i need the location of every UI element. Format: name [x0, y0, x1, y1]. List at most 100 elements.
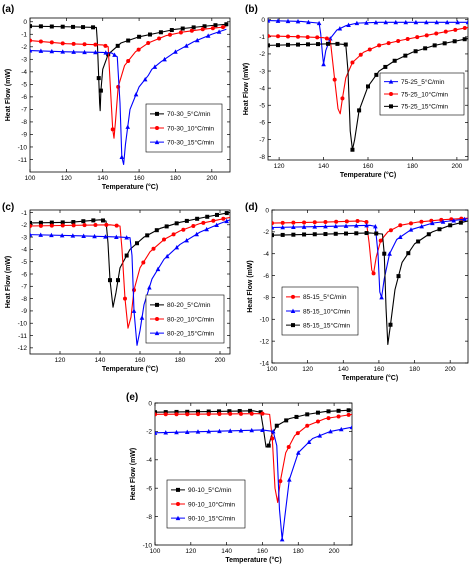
series-point	[442, 41, 447, 46]
series-point	[220, 25, 225, 30]
series-point	[286, 34, 290, 39]
legend-label: 75-25_15°C/min	[401, 103, 448, 111]
series-point	[462, 37, 467, 42]
series-point	[260, 411, 265, 416]
y-tick-label: 0	[265, 207, 269, 214]
x-tick-label: 100	[267, 366, 278, 373]
series-point	[276, 43, 280, 48]
legend-label: 80-20_10°C/min	[167, 315, 214, 323]
series-point	[123, 296, 127, 301]
series-point	[211, 218, 216, 223]
series-point	[49, 220, 54, 225]
series-point	[336, 414, 341, 419]
x-tick-label: 140	[95, 357, 106, 364]
panel-label: (d)	[245, 202, 258, 213]
series-point	[205, 214, 210, 219]
series-point	[373, 19, 379, 25]
legend-label: 80-20_5°C/min	[167, 301, 211, 309]
series-point	[206, 429, 212, 434]
series-point	[151, 246, 156, 251]
y-axis-label: Heat Flow (mW)	[5, 69, 12, 122]
legend-marker	[290, 308, 296, 313]
series-point	[408, 221, 413, 226]
series-point	[305, 423, 310, 428]
x-tick-label: 120	[274, 163, 285, 170]
chart-panel: (d) 100 120 140 160 180 200 0 -2 -4 -6 -8 -10 -12 -14 T…	[245, 202, 469, 382]
series-point	[60, 49, 66, 54]
series-point	[423, 46, 428, 51]
x-tick-label: 180	[293, 548, 304, 555]
series-point	[124, 253, 129, 258]
series-point	[248, 408, 253, 413]
plot-area	[272, 216, 468, 345]
series-point	[38, 232, 44, 237]
series-point	[364, 231, 369, 236]
y-tick-label: -8	[21, 119, 27, 126]
series-point	[227, 409, 232, 414]
series-line	[30, 211, 230, 308]
y-tick-label: -12	[18, 345, 28, 352]
series-point	[195, 409, 200, 414]
series-point	[326, 416, 331, 421]
x-tick-label: 200	[215, 357, 226, 364]
series-point	[126, 58, 131, 63]
series-point	[201, 220, 206, 225]
series-point	[346, 412, 351, 417]
series-point	[324, 36, 329, 41]
y-tick-label: -12	[260, 338, 270, 345]
legend-marker	[176, 487, 180, 492]
series-point	[115, 43, 120, 48]
series-point	[317, 433, 323, 438]
series-point	[280, 220, 285, 225]
y-axis-label: Heat Flow (mW)	[247, 260, 254, 313]
series-point	[323, 223, 328, 229]
series-point	[238, 428, 244, 433]
series-point	[393, 19, 399, 25]
y-tick-label: -1	[21, 210, 27, 217]
series-point	[101, 218, 105, 223]
series-point	[30, 48, 33, 53]
series-point	[148, 32, 152, 37]
series-point	[91, 25, 96, 30]
series-point	[137, 34, 142, 39]
series-point	[154, 228, 159, 233]
series-point	[434, 19, 440, 25]
y-tick-label: -4	[146, 457, 152, 464]
series-point	[184, 43, 189, 48]
series-point	[224, 218, 229, 224]
series-point	[194, 37, 200, 43]
series-point	[184, 218, 189, 223]
y-tick-label: -2	[21, 44, 27, 51]
series-point	[350, 60, 355, 65]
y-tick-label: -2	[146, 429, 152, 436]
x-tick-label: 120	[302, 366, 313, 373]
series-point	[217, 428, 222, 434]
series-point	[321, 61, 326, 67]
series-point	[367, 47, 372, 52]
series-point	[353, 223, 359, 228]
y-tick-label: -10	[18, 144, 28, 151]
series-point	[430, 220, 435, 226]
series-point	[49, 40, 54, 45]
legend-label: 85-15_5°C/min	[303, 293, 347, 301]
series-point	[139, 315, 145, 320]
series-point	[312, 224, 318, 229]
series-point	[383, 64, 388, 69]
y-tick-label: -4	[263, 251, 269, 258]
series-point	[131, 308, 137, 313]
series-point	[458, 220, 463, 225]
series-point	[174, 409, 179, 414]
series-point	[206, 409, 211, 414]
series-point	[338, 426, 344, 432]
legend-marker	[155, 317, 159, 321]
chart-panel: (a) 100 120 140 160 180 200 0 -1 -2 -3 -4 -5 -6 -7 -8 -9…	[2, 4, 231, 191]
series-point	[210, 26, 215, 31]
series-point	[392, 58, 397, 63]
series-point	[379, 295, 384, 300]
series-point	[432, 43, 437, 48]
series-point	[278, 479, 283, 484]
series-point	[440, 219, 446, 224]
series-point	[315, 35, 320, 40]
series-point	[168, 32, 172, 37]
